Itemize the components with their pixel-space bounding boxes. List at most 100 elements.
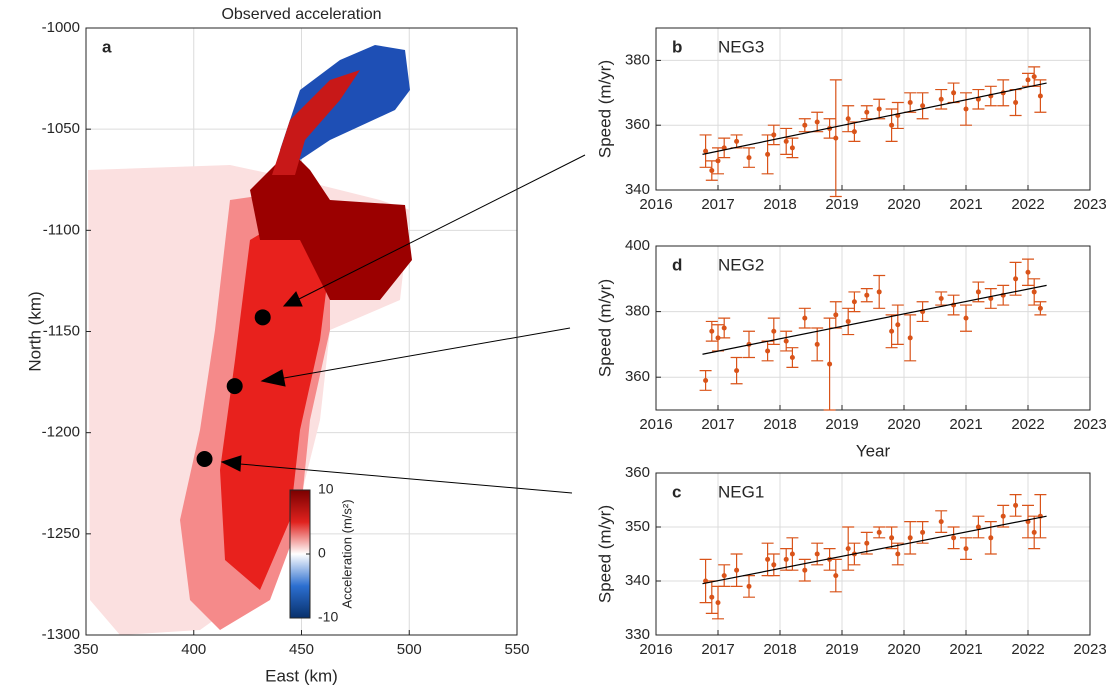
data-point bbox=[721, 573, 727, 579]
y-tick-label: 380 bbox=[625, 51, 650, 68]
data-point bbox=[765, 556, 771, 562]
panel-letter: a bbox=[102, 37, 112, 56]
data-point bbox=[814, 341, 820, 347]
data-point bbox=[1013, 502, 1019, 508]
data-point bbox=[1031, 529, 1037, 535]
data-point bbox=[783, 556, 789, 562]
x-tick-label: 2016 bbox=[639, 196, 672, 213]
axes-frame bbox=[85, 27, 518, 636]
y-tick-label: -1200 bbox=[42, 424, 80, 441]
data-point bbox=[789, 551, 795, 557]
data-point bbox=[920, 529, 926, 535]
data-point bbox=[1037, 305, 1043, 311]
x-axis-label: East (km) bbox=[265, 666, 338, 685]
y-tick-label: -1300 bbox=[42, 626, 80, 643]
x-tick-label: 2022 bbox=[1011, 196, 1044, 213]
y-axis-label: Speed (m/yr) bbox=[595, 60, 614, 158]
y-tick-label: 340 bbox=[625, 572, 650, 589]
y-tick-label: -1150 bbox=[43, 322, 80, 339]
data-point bbox=[771, 562, 777, 568]
data-point bbox=[938, 519, 944, 525]
y-tick-label: 340 bbox=[625, 181, 650, 198]
data-point bbox=[1031, 74, 1037, 80]
data-point bbox=[963, 546, 969, 552]
data-point bbox=[746, 155, 752, 161]
data-point bbox=[833, 573, 839, 579]
data-point bbox=[938, 96, 944, 102]
colorbar-label: Acceleration (m/s²) bbox=[339, 499, 354, 608]
x-tick-label: 2019 bbox=[825, 416, 858, 433]
data-point bbox=[746, 583, 752, 589]
series-name: NEG3 bbox=[718, 37, 764, 56]
data-point bbox=[1013, 276, 1019, 282]
site-marker bbox=[254, 309, 271, 326]
y-tick-label: 360 bbox=[625, 368, 650, 385]
x-tick-label: 2020 bbox=[887, 416, 920, 433]
data-point bbox=[703, 377, 709, 383]
x-tick-label: 2022 bbox=[1011, 641, 1044, 658]
y-tick-label: 380 bbox=[625, 303, 650, 320]
x-tick-label: 2016 bbox=[639, 641, 672, 658]
data-point bbox=[1013, 100, 1019, 106]
data-point bbox=[1025, 77, 1031, 83]
data-point bbox=[889, 122, 895, 128]
data-point bbox=[802, 315, 808, 321]
data-point bbox=[975, 524, 981, 530]
data-point bbox=[864, 540, 870, 546]
y-axis-label: Speed (m/yr) bbox=[595, 279, 614, 377]
data-point bbox=[709, 168, 715, 174]
colorbar-tick-label: -10 bbox=[318, 609, 338, 625]
data-point bbox=[715, 158, 721, 164]
series-name: NEG1 bbox=[718, 482, 764, 501]
x-tick-label: 2021 bbox=[949, 641, 982, 658]
x-tick-label: 2019 bbox=[825, 196, 858, 213]
axes-frame bbox=[655, 245, 1091, 411]
data-point bbox=[771, 328, 777, 334]
data-point bbox=[827, 361, 833, 367]
x-tick-label: 2022 bbox=[1011, 416, 1044, 433]
y-tick-label: -1000 bbox=[42, 19, 80, 36]
data-point bbox=[734, 138, 740, 144]
y-axis-label: North (km) bbox=[25, 291, 44, 371]
x-tick-label: 2020 bbox=[887, 196, 920, 213]
data-point bbox=[1037, 93, 1043, 99]
data-point bbox=[765, 348, 771, 354]
panel-letter: b bbox=[672, 37, 682, 56]
data-point bbox=[734, 567, 740, 573]
x-tick-label: 2017 bbox=[701, 641, 734, 658]
y-tick-label: -1250 bbox=[42, 525, 80, 542]
data-point bbox=[907, 335, 913, 341]
arrow-head bbox=[282, 291, 303, 307]
x-tick-label: 2023 bbox=[1073, 196, 1106, 213]
data-point bbox=[988, 535, 994, 541]
x-tick-label: 2018 bbox=[763, 196, 796, 213]
axes-background bbox=[656, 28, 1090, 190]
x-tick-label: 550 bbox=[504, 641, 529, 658]
data-point bbox=[789, 355, 795, 361]
y-tick-label: -1050 bbox=[42, 120, 80, 137]
site-marker bbox=[196, 450, 213, 467]
x-axis-label: Year bbox=[856, 441, 891, 460]
x-tick-label: 350 bbox=[73, 641, 98, 658]
data-point bbox=[771, 132, 777, 138]
data-point bbox=[845, 318, 851, 324]
acceleration-field bbox=[88, 45, 412, 635]
data-point bbox=[1031, 289, 1037, 295]
data-point bbox=[864, 292, 870, 298]
x-tick-label: 400 bbox=[181, 641, 206, 658]
x-tick-label: 2016 bbox=[639, 416, 672, 433]
data-point bbox=[938, 295, 944, 301]
field-core bbox=[220, 210, 330, 590]
data-point bbox=[814, 551, 820, 557]
data-point bbox=[864, 109, 870, 115]
chart-title: Observed acceleration bbox=[221, 6, 381, 23]
y-tick-label: -1100 bbox=[43, 221, 80, 238]
field-red-strip bbox=[272, 70, 360, 175]
data-point bbox=[845, 116, 851, 122]
data-point bbox=[715, 600, 721, 606]
data-point bbox=[709, 328, 715, 334]
colorbar-tick-label: 0 bbox=[318, 545, 326, 561]
data-point bbox=[814, 119, 820, 125]
x-tick-label: 2019 bbox=[825, 641, 858, 658]
site-marker bbox=[226, 378, 243, 395]
